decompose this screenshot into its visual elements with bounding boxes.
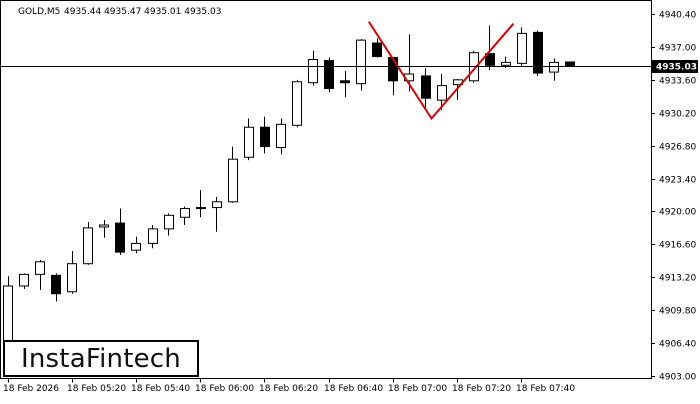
candle [356,39,366,91]
x-tick-label: 18 Feb 07:20 [452,384,511,394]
candle [324,57,334,93]
candle [517,27,527,67]
candle-body [83,227,93,265]
y-tick-label: 4926.80 [659,143,696,153]
candle-body [388,57,398,82]
candle-body [228,158,238,203]
candle-body [517,32,527,64]
pattern-line [367,21,515,121]
candle-body [292,81,302,126]
candle [308,50,318,86]
x-tick-label: 18 Feb 05:20 [67,384,126,394]
y-tick-label: 4920.00 [659,208,696,218]
candle [99,220,109,238]
candle-body [212,201,222,209]
candle-body [437,85,447,101]
candle [212,196,222,232]
x-tick-label: 18 Feb 06:20 [259,384,318,394]
candle-body [324,59,334,90]
y-tick-label: 4933.60 [659,77,696,87]
y-tick-label: 4909.80 [659,307,696,317]
candle [565,61,575,67]
candle-body [260,126,270,148]
x-axis: 18 Feb 2026 18 Feb 05:20 18 Feb 05:40 18 Fe… [3,378,575,394]
candle [196,190,206,218]
candle-body [99,224,109,228]
double-top-pattern [367,21,515,121]
candle [19,273,29,289]
candle [35,259,45,290]
x-tick-label: 18 Feb 07:00 [388,384,447,394]
candle [164,213,174,236]
candle [533,30,543,76]
y-tick-label: 4913.20 [659,274,696,284]
candle-body [51,274,61,295]
current-price: 4935.03 [0,60,698,73]
candle [148,225,158,249]
candle-body [115,222,125,253]
x-tick-label: 18 Feb 05:40 [131,384,190,394]
instafintech-logo: InstaFintech [3,340,199,377]
candle [437,74,447,110]
x-tick-label: 18 Feb 06:00 [195,384,254,394]
x-tick-label: 18 Feb 07:40 [516,384,575,394]
candle-body [196,207,206,210]
price-label-box [652,60,698,73]
candle-body [148,228,158,244]
y-tick-label: 4930.20 [659,110,696,120]
chart-title: GOLD,M5 [18,7,60,17]
y-tick-label: 4940.40 [659,11,696,21]
candle [67,251,77,294]
candle-body [308,58,318,84]
candle-body [164,214,174,230]
candle [340,71,350,98]
candle-body [67,263,77,293]
plot-frame [0,0,652,379]
candle-body [565,61,575,67]
y-tick-label: 4906.40 [659,340,696,350]
candle [83,222,93,265]
candle-body [421,75,431,99]
price-label: 4935.03 [656,63,697,73]
candle-body [35,261,45,275]
candle [485,25,495,71]
ohlc-readout: 4935.44 4935.47 4935.01 4935.03 [64,7,221,17]
candle-body [180,208,190,218]
candle-body [19,273,29,287]
candle [244,118,254,161]
candle [260,116,270,154]
candle [421,68,431,108]
candle-body [276,123,286,149]
candle-body [340,80,350,84]
y-tick-label: 4937.00 [659,44,696,54]
candle-body [501,61,511,66]
candle [131,236,141,254]
candle [292,79,302,128]
candle-body [244,126,254,158]
candle [276,118,286,155]
y-axis: 4940.40 4937.00 4933.60 4930.20 4926.80 4923.… [651,11,696,383]
candle-body [356,39,366,85]
candle [180,206,190,226]
candle [228,146,238,203]
candle-body [533,31,543,74]
candle [372,38,382,58]
x-tick-label: 18 Feb 06:40 [324,384,383,394]
candle [549,58,559,81]
logo-text: InstaFintech [21,343,181,374]
candles [3,25,575,364]
candle [115,208,125,256]
candle-body [549,61,559,73]
y-tick-label: 4903.00 [659,373,696,383]
x-tick-label: 18 Feb 2026 [3,384,59,394]
candle [51,273,61,302]
candle-body [372,42,382,58]
y-tick-label: 4923.40 [659,176,696,186]
y-tick-label: 4916.60 [659,241,696,251]
candle-body [131,242,141,251]
candle-body [485,53,495,66]
